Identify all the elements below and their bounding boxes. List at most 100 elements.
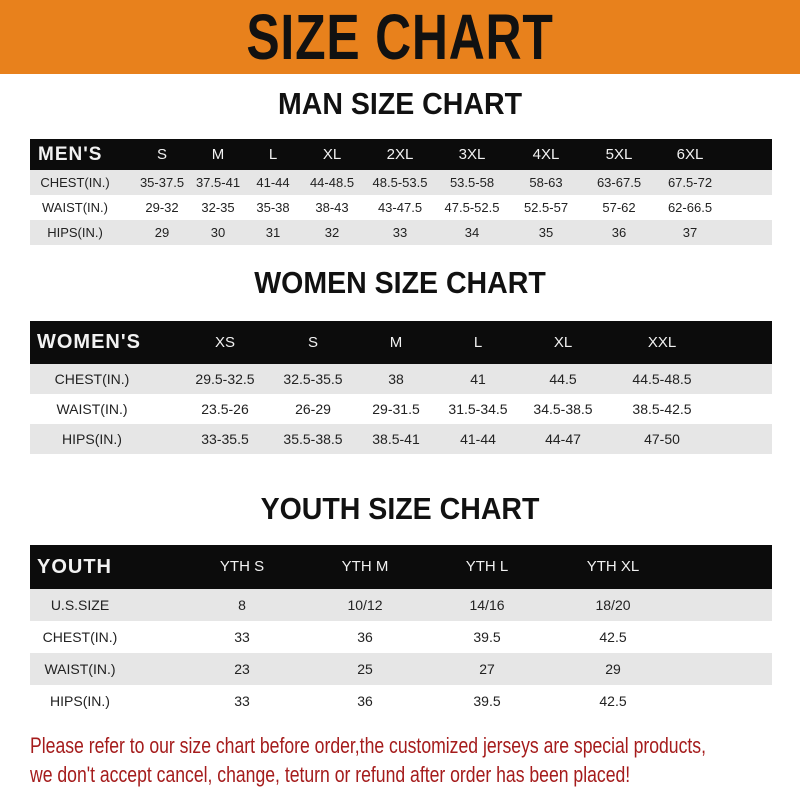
table-title-cell: WOMEN'S: [37, 331, 141, 353]
table-row: HIPS(IN.) 33-35.5 35.5-38.5 38.5-41 41-44 44-…: [30, 424, 772, 454]
table-cell: 39.5: [473, 629, 501, 645]
size-header-cell: 2XL: [386, 146, 414, 163]
banner-title: SIZE CHART: [246, 1, 554, 73]
table-cell: 35.5-38.5: [283, 431, 343, 447]
size-header-cell: XS: [214, 334, 236, 351]
table-cell: 62-66.5: [667, 200, 713, 215]
size-header-cell: 6XL: [676, 146, 704, 163]
measure-label-cell: HIPS(IN.): [50, 693, 110, 709]
table-cell: 37.5-41: [195, 175, 241, 190]
table-cell: 29: [154, 225, 170, 240]
table-cell: 38: [388, 371, 404, 387]
table-header-row: WOMEN'S XS S M L XL XXL: [30, 321, 772, 364]
table-cell: 29-31.5: [372, 401, 420, 417]
table-cell: 35-38: [256, 200, 290, 215]
table-cell: 58-63: [529, 175, 563, 190]
size-header-cell: 4XL: [532, 146, 560, 163]
table-cell: 38-43: [315, 200, 349, 215]
size-header-cell: M: [389, 334, 403, 351]
table-cell: 38.5-41: [372, 431, 420, 447]
table-cell: 57-62: [602, 200, 636, 215]
table-cell: 43-47.5: [377, 200, 423, 215]
table-cell: 63-67.5: [596, 175, 642, 190]
table-row: CHEST(IN.) 33 36 39.5 42.5: [30, 621, 772, 653]
table-cell: 35: [538, 225, 554, 240]
table-cell: 34: [464, 225, 480, 240]
size-header-cell: XL: [553, 334, 573, 351]
table-row: HIPS(IN.) 33 36 39.5 42.5: [30, 685, 772, 717]
table-cell: 38.5-42.5: [632, 401, 692, 417]
table-cell: 8: [238, 597, 246, 613]
size-header-cell: 3XL: [458, 146, 486, 163]
table-cell: 41-44: [256, 175, 290, 190]
table-cell: 29.5-32.5: [195, 371, 255, 387]
size-header-cell: L: [268, 146, 278, 163]
measure-label-cell: WAIST(IN.): [56, 401, 128, 417]
table-cell: 18/20: [595, 597, 631, 613]
table-cell: 44.5-48.5: [632, 371, 692, 387]
table-cell: 27: [479, 661, 495, 677]
table-row: WAIST(IN.) 29-32 32-35 35-38 38-43 43-47.5 47.…: [30, 195, 772, 220]
table-cell: 33: [392, 225, 408, 240]
measure-label-cell: HIPS(IN.): [62, 431, 122, 447]
table-cell: 67.5-72: [667, 175, 713, 190]
table-cell: 23: [234, 661, 250, 677]
table-title-cell: YOUTH: [37, 556, 112, 578]
table-row: CHEST(IN.) 35-37.5 37.5-41 41-44 44-48.5 48.5…: [30, 170, 772, 195]
table-cell: 36: [611, 225, 627, 240]
size-header-cell: YTH M: [341, 558, 389, 575]
measure-label-cell: CHEST(IN.): [40, 175, 110, 190]
men-section-title: MAN SIZE CHART: [277, 86, 523, 121]
measure-label-cell: CHEST(IN.): [54, 371, 130, 387]
table-cell: 53.5-58: [449, 175, 495, 190]
table-cell: 44.5: [549, 371, 577, 387]
table-cell: 33: [234, 629, 250, 645]
notice-line-1: Please refer to our size chart before or…: [30, 733, 706, 758]
table-cell: 48.5-53.5: [372, 175, 428, 190]
table-cell: 52.5-57: [523, 200, 569, 215]
table-row: U.S.SIZE 8 10/12 14/16 18/20: [30, 589, 772, 621]
measure-label-cell: HIPS(IN.): [47, 225, 103, 240]
women-section-title: WOMEN SIZE CHART: [254, 265, 546, 300]
table-cell: 33-35.5: [201, 431, 249, 447]
table-cell: 36: [357, 693, 373, 709]
table-row: CHEST(IN.) 29.5-32.5 32.5-35.5 38 41 44.5 44.5…: [30, 364, 772, 394]
notice-line-2: we don't accept cancel, change, teturn o…: [30, 762, 631, 787]
table-cell: 37: [682, 225, 698, 240]
size-header-cell: L: [473, 334, 483, 351]
measure-label-cell: U.S.SIZE: [50, 597, 110, 613]
title-banner: SIZE CHART: [0, 0, 800, 74]
table-cell: 29: [605, 661, 621, 677]
table-cell: 31.5-34.5: [448, 401, 508, 417]
table-cell: 23.5-26: [201, 401, 249, 417]
size-header-cell: 5XL: [605, 146, 633, 163]
measure-label-cell: WAIST(IN.): [42, 200, 108, 215]
table-cell: 39.5: [473, 693, 501, 709]
size-header-cell: YTH S: [219, 558, 265, 575]
table-cell: 33: [234, 693, 250, 709]
table-header-row: YOUTH YTH S YTH M YTH L YTH XL: [30, 545, 772, 589]
table-row: HIPS(IN.) 29 30 31 32 33 34 35 36 37: [30, 220, 772, 245]
table-cell: 41-44: [460, 431, 496, 447]
size-header-cell: M: [211, 146, 225, 163]
table-title-cell: MEN'S: [38, 144, 103, 165]
table-cell: 42.5: [599, 693, 627, 709]
table-cell: 42.5: [599, 629, 627, 645]
table-row: WAIST(IN.) 23 25 27 29: [30, 653, 772, 685]
size-header-cell: XL: [322, 146, 342, 163]
table-cell: 25: [357, 661, 373, 677]
table-cell: 29-32: [145, 200, 179, 215]
size-header-cell: YTH L: [465, 558, 509, 575]
size-header-cell: XXL: [647, 334, 677, 351]
table-cell: 32: [324, 225, 340, 240]
table-cell: 41: [470, 371, 486, 387]
table-cell: 47.5-52.5: [444, 200, 500, 215]
table-cell: 36: [357, 629, 373, 645]
table-cell: 30: [210, 225, 226, 240]
table-cell: 10/12: [347, 597, 383, 613]
table-row: WAIST(IN.) 23.5-26 26-29 29-31.5 31.5-34.5 34…: [30, 394, 772, 424]
size-header-cell: S: [307, 334, 319, 351]
table-cell: 44-48.5: [309, 175, 355, 190]
table-cell: 26-29: [295, 401, 331, 417]
